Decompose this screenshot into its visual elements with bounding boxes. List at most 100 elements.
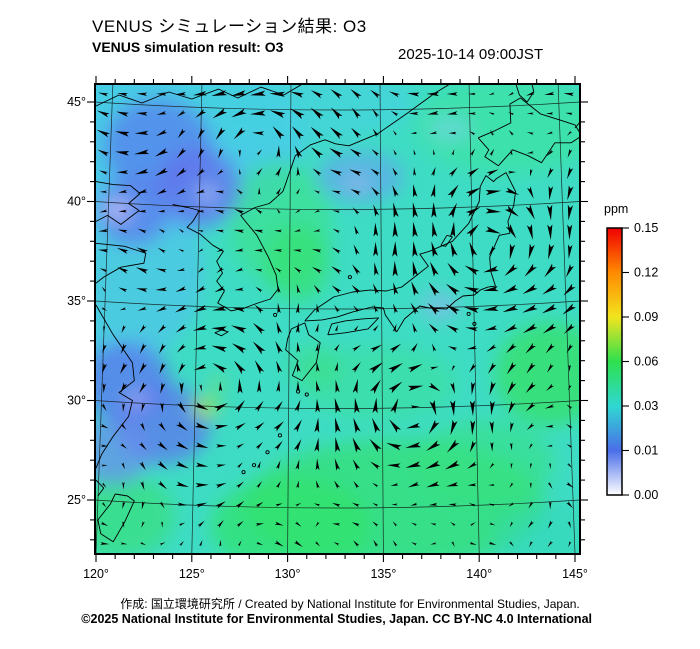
wind-arrow (393, 202, 399, 218)
y-axis-tick-label: 45° (67, 95, 86, 109)
coastlines (95, 84, 580, 543)
wind-arrow (101, 403, 107, 412)
wind-arrow (254, 400, 264, 413)
wind-arrow (313, 284, 322, 294)
wind-arrow (101, 502, 107, 508)
wind-arrow (329, 148, 344, 159)
wind-arrow (234, 422, 246, 431)
wind-arrow (505, 224, 517, 239)
wind-arrow (405, 461, 422, 468)
wind-arrow (502, 284, 519, 294)
wind-arrow (351, 344, 362, 352)
wind-arrow (430, 183, 436, 198)
o3-field-blob (265, 226, 331, 302)
wind-arrow (195, 482, 209, 488)
wind-arrow (563, 92, 574, 97)
wind-arrow (425, 460, 441, 469)
wind-arrow (96, 129, 110, 138)
wind-arrow (179, 540, 185, 547)
wind-arrow (233, 127, 246, 140)
wind-arrow (506, 361, 517, 375)
wind-arrow (293, 439, 302, 452)
wind-arrow (122, 501, 126, 510)
wind-arrow (332, 502, 341, 508)
wind-arrow (528, 243, 535, 260)
wind-arrow (408, 111, 419, 116)
wind-arrow (353, 244, 360, 256)
wind-arrow (541, 303, 557, 314)
wind-arrow (293, 419, 302, 433)
wind-arrow (236, 443, 245, 449)
wind-arrow (426, 91, 440, 97)
wind-arrow (115, 131, 130, 137)
wind-arrow (527, 520, 534, 529)
o3-field-blobs (95, 84, 580, 554)
x-axis-tick-label: 130° (275, 567, 301, 581)
wind-arrow (393, 149, 398, 156)
wind-arrow (154, 167, 169, 176)
wind-arrow (565, 481, 574, 488)
wind-arrow (471, 381, 476, 396)
wind-arrow (156, 305, 168, 312)
wind-arrow (447, 262, 460, 277)
wind-arrow (136, 247, 148, 255)
colorbar-unit-label: ppm (604, 202, 629, 216)
coastline-taiwan (97, 493, 135, 543)
wind-arrow (547, 224, 553, 241)
wind-arrow (548, 462, 551, 470)
wind-arrow (290, 108, 305, 120)
timestamp: 2025-10-14 09:00JST (398, 46, 544, 63)
wind-arrow (566, 501, 574, 509)
wind-arrow (296, 341, 301, 353)
wind-arrow (489, 462, 495, 469)
wind-arrow (134, 168, 149, 175)
wind-arrow (315, 480, 320, 489)
wind-arrow (155, 287, 168, 292)
x-axis-tick-label: 140° (466, 567, 492, 581)
wind-arrow (508, 401, 516, 415)
wind-arrow (176, 147, 187, 159)
wind-arrow (275, 503, 283, 507)
wind-arrow (294, 145, 303, 159)
wind-arrow (155, 268, 167, 273)
colorbar-tick-label: 0.01 (634, 444, 658, 458)
wind-arrow (291, 126, 305, 140)
wind-arrow (100, 521, 109, 527)
wind-arrow (199, 384, 202, 392)
wind-arrow (392, 241, 398, 257)
wind-arrow (406, 422, 421, 429)
o3-field (95, 84, 580, 554)
wind-arrow (548, 243, 555, 260)
wind-arrow (315, 521, 320, 528)
wind-arrow (446, 439, 460, 453)
wind-arrow (529, 168, 533, 177)
wind-arrow (370, 461, 381, 470)
wind-arrow (446, 482, 459, 487)
coastline-amur_border (95, 84, 304, 107)
wind-arrow (426, 110, 439, 115)
wind-arrow (484, 325, 498, 331)
axis-ticks (87, 76, 588, 562)
wind-arrow (567, 521, 571, 529)
wind-arrow (275, 187, 282, 196)
wind-arrow (467, 461, 478, 469)
wind-arrow (315, 398, 321, 413)
wind-arrow (333, 542, 340, 546)
wind-arrow (156, 188, 167, 195)
wind-arrow (236, 462, 243, 469)
wind-arrow (507, 112, 515, 116)
wind-arrow (314, 417, 320, 433)
wind-arrow (159, 362, 166, 375)
wind-arrow (332, 523, 341, 526)
wind-arrow (175, 91, 186, 96)
colorbar-tick-label: 0.09 (634, 310, 658, 324)
wind-arrow (389, 419, 402, 433)
wind-arrow (568, 364, 572, 372)
wind-arrow (233, 229, 245, 234)
wind-arrow (542, 323, 557, 334)
wind-arrow (101, 307, 108, 311)
wind-arrow (178, 362, 186, 374)
wind-arrow (466, 167, 480, 178)
wind-arrow (428, 323, 439, 334)
wind-arrow (235, 481, 245, 489)
